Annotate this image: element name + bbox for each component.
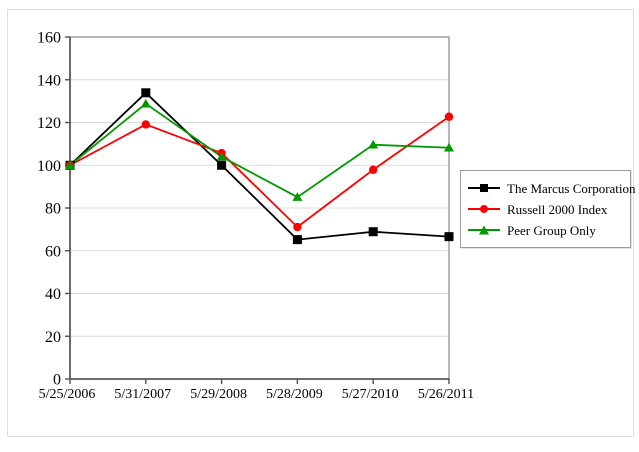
series-marker-triangle — [368, 139, 379, 149]
series-marker-circle — [444, 112, 454, 121]
legend-swatch — [468, 182, 500, 195]
legend-label: Russell 2000 Index — [507, 201, 608, 217]
series-marker-triangle — [292, 192, 303, 201]
series-marker-square — [292, 235, 302, 245]
y-axis-tick-label: 60 — [45, 243, 61, 260]
series-line-1 — [69, 115, 450, 228]
legend-label: The Marcus Corporation — [507, 180, 636, 196]
legend-entry: The Marcus Corporation — [468, 182, 636, 195]
legend-entry: Peer Group Only — [468, 224, 630, 237]
x-axis-tick-label: 5/25/2006 — [39, 387, 96, 402]
x-axis-tick-label: 5/28/2009 — [266, 387, 323, 402]
y-axis-tick-label: 100 — [37, 158, 61, 175]
y-axis-tick-label: 20 — [45, 329, 61, 346]
y-axis-tick-label: 120 — [37, 115, 61, 132]
y-axis-tick-label: 140 — [37, 72, 61, 89]
series-marker-circle — [141, 120, 150, 129]
y-axis-tick-label: 80 — [45, 201, 61, 218]
series-marker-triangle — [65, 160, 75, 170]
x-axis-tick-label: 5/31/2007 — [114, 387, 171, 402]
series-marker-circle — [293, 222, 302, 232]
series-line-2 — [69, 102, 450, 198]
legend-marker-triangle-icon — [479, 225, 489, 235]
legend-entry: Russell 2000 Index — [468, 203, 630, 216]
series-marker-triangle — [216, 151, 227, 161]
series-marker-square — [444, 232, 454, 242]
series-marker-square — [217, 160, 227, 170]
legend-label: Peer Group Only — [507, 222, 596, 238]
series-marker-square — [141, 88, 151, 98]
legend-marker-circle-icon — [480, 205, 488, 213]
legend-swatch — [468, 224, 500, 237]
x-axis-tick-label: 5/29/2008 — [190, 387, 247, 402]
series-line-0 — [69, 91, 450, 241]
y-axis-tick-label: 160 — [37, 30, 61, 47]
x-axis-tick-label: 5/26/2011 — [418, 387, 474, 402]
series-marker-circle — [369, 165, 378, 174]
y-axis-tick-label: 0 — [53, 372, 61, 389]
legend-marker-square-icon — [480, 184, 488, 192]
y-axis-tick-label: 40 — [45, 286, 61, 303]
series-marker-triangle — [444, 142, 454, 152]
x-axis-tick-label: 5/27/2010 — [342, 387, 399, 402]
series-marker-triangle — [140, 98, 151, 108]
series-marker-square — [368, 227, 378, 237]
legend-swatch — [468, 203, 500, 216]
chart-legend: The Marcus Corporation Russell 2000 Index… — [460, 170, 636, 248]
